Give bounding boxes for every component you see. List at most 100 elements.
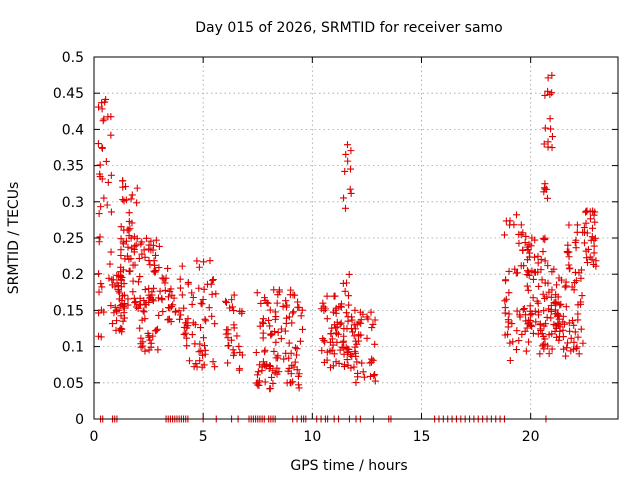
data-point	[540, 140, 548, 148]
data-point	[94, 140, 102, 148]
data-point	[138, 238, 146, 246]
data-point	[527, 321, 535, 329]
data-point	[145, 333, 153, 341]
data-point	[330, 350, 338, 358]
x-tick-label: 15	[413, 429, 431, 445]
data-point	[182, 329, 190, 337]
data-point	[170, 294, 178, 302]
data-point	[107, 131, 115, 139]
data-point	[347, 165, 355, 173]
data-point	[119, 177, 127, 185]
data-point	[176, 275, 184, 283]
data-point	[586, 215, 594, 223]
data-point	[326, 364, 334, 372]
data-point	[293, 351, 301, 359]
data-point	[538, 330, 546, 338]
data-point	[512, 346, 520, 354]
data-point	[119, 266, 127, 274]
data-point	[587, 236, 595, 244]
data-point	[177, 311, 185, 319]
data-point	[155, 311, 163, 319]
data-point	[565, 248, 573, 256]
data-point	[100, 308, 108, 316]
data-point	[343, 325, 351, 333]
data-point	[202, 317, 210, 325]
data-point	[519, 306, 527, 314]
data-point	[271, 328, 279, 336]
data-point	[574, 310, 582, 318]
data-point	[283, 314, 291, 322]
data-point	[524, 316, 532, 324]
data-point	[266, 322, 274, 330]
data-point	[100, 194, 108, 202]
data-point	[538, 276, 546, 284]
data-point	[288, 319, 296, 327]
x-tick-label: 10	[303, 429, 321, 445]
data-point	[555, 336, 563, 344]
data-point	[340, 350, 348, 358]
data-point	[534, 259, 542, 267]
data-point	[136, 324, 144, 332]
data-point	[590, 242, 598, 250]
data-point	[198, 363, 206, 371]
data-point	[164, 264, 172, 272]
data-point	[537, 255, 545, 263]
data-point	[151, 268, 159, 276]
data-point	[583, 207, 591, 215]
data-point	[345, 270, 353, 278]
data-point	[350, 363, 358, 371]
data-point	[548, 345, 556, 353]
data-point	[141, 300, 149, 308]
data-point	[222, 297, 230, 305]
data-point	[501, 297, 509, 305]
data-point	[146, 294, 154, 302]
data-point	[548, 268, 556, 276]
data-point	[152, 326, 160, 334]
data-point	[336, 320, 344, 328]
data-point	[269, 379, 277, 387]
data-point	[578, 292, 586, 300]
data-point	[279, 302, 287, 310]
data-point	[223, 326, 231, 334]
data-point	[533, 297, 541, 305]
data-point	[348, 352, 356, 360]
data-point	[572, 277, 580, 285]
data-point	[561, 320, 569, 328]
data-point	[354, 369, 362, 377]
data-point	[147, 237, 155, 245]
data-point	[555, 321, 563, 329]
data-point	[98, 99, 106, 107]
data-point	[565, 261, 573, 269]
data-point	[126, 225, 134, 233]
data-point	[126, 267, 134, 275]
data-point	[167, 285, 175, 293]
data-point	[545, 331, 553, 339]
data-point	[125, 209, 133, 217]
data-point	[568, 283, 576, 291]
data-point	[156, 287, 164, 295]
data-point	[323, 356, 331, 364]
data-point	[540, 345, 548, 353]
data-point	[269, 367, 277, 375]
data-point	[137, 334, 145, 342]
x-tick-label: 0	[90, 429, 99, 445]
data-point	[513, 327, 521, 335]
data-point	[197, 324, 205, 332]
data-point	[133, 199, 141, 207]
data-point	[149, 246, 157, 254]
data-point	[282, 297, 290, 305]
data-point	[282, 349, 290, 357]
data-point	[562, 278, 570, 286]
data-point	[583, 229, 591, 237]
data-point	[367, 358, 375, 366]
data-point	[341, 167, 349, 175]
data-point	[536, 325, 544, 333]
y-tick-label: 0	[75, 412, 84, 428]
data-point	[517, 221, 525, 229]
data-point	[107, 208, 115, 216]
data-point	[528, 234, 536, 242]
data-point	[525, 253, 533, 261]
data-point	[367, 308, 375, 316]
data-point	[128, 191, 136, 199]
data-point	[159, 308, 167, 316]
